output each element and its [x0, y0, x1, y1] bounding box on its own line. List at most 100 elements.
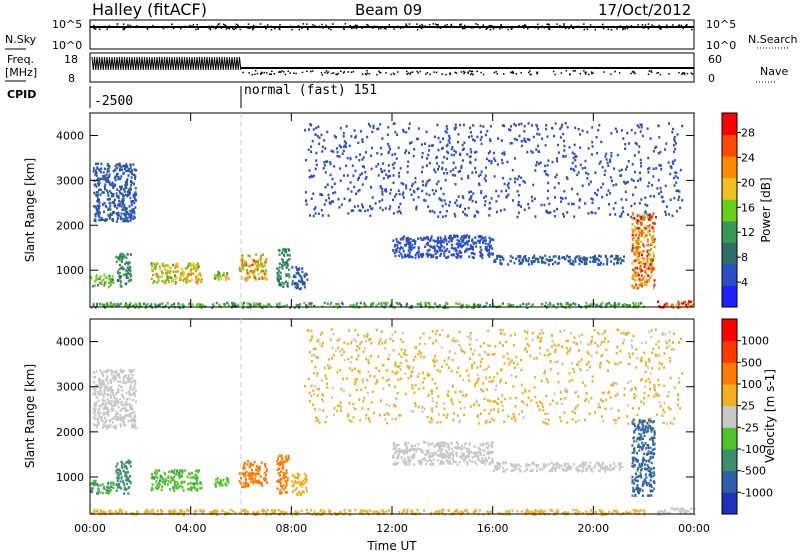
echo-cell	[413, 198, 415, 201]
echo-cell	[436, 124, 438, 127]
echo-cell	[624, 182, 626, 185]
echo-cell	[646, 261, 648, 264]
echo-cell	[118, 214, 120, 217]
echo-cell	[469, 443, 471, 446]
nave-point	[390, 74, 392, 76]
echo-cell	[567, 126, 569, 129]
echo-cell	[109, 420, 111, 423]
nave-point	[289, 72, 291, 74]
echo-cell	[120, 386, 122, 389]
echo-cell	[613, 263, 615, 266]
echo-cell	[373, 125, 375, 128]
echo-cell	[628, 160, 630, 163]
echo-cell	[308, 149, 310, 152]
echo-cell	[254, 277, 256, 280]
echo-cell	[110, 397, 112, 400]
nsky-point	[499, 28, 501, 30]
echo-cell	[575, 165, 577, 168]
echo-cell	[640, 261, 642, 264]
echo-cell	[435, 257, 437, 260]
echo-cell	[668, 122, 670, 125]
echo-cell	[653, 285, 655, 288]
echo-cell	[164, 473, 166, 476]
echo-cell	[93, 393, 95, 396]
echo-cell	[105, 386, 107, 389]
echo-cell	[437, 237, 439, 240]
echo-cell	[581, 470, 583, 473]
echo-cell	[653, 255, 655, 258]
echo-cell	[664, 211, 666, 214]
echo-cell	[655, 167, 657, 170]
echo-cell	[265, 261, 267, 264]
echo-cell	[468, 448, 470, 451]
echo-cell	[120, 281, 122, 284]
echo-cell	[280, 471, 282, 474]
echo-cell	[531, 196, 533, 199]
echo-cell	[100, 491, 102, 494]
echo-cell	[632, 231, 634, 234]
echo-cell	[520, 262, 522, 265]
echo-cell	[588, 467, 590, 470]
echo-cell	[280, 463, 282, 466]
echo-cell	[399, 451, 401, 454]
echo-cell	[405, 131, 407, 134]
echo-cell	[174, 469, 176, 472]
nave-point	[684, 74, 686, 76]
echo-cell	[606, 258, 608, 261]
nsky-point	[210, 29, 212, 31]
echo-cell	[247, 483, 249, 486]
echo-cell	[192, 303, 194, 306]
echo-cell	[641, 270, 643, 273]
echo-cell	[106, 303, 108, 306]
echo-cell	[125, 407, 127, 410]
nave-point	[649, 70, 651, 72]
echo-cell	[524, 181, 526, 184]
echo-cell	[571, 203, 573, 206]
echo-cell	[156, 477, 158, 480]
echo-cell	[261, 484, 263, 487]
echo-cell	[362, 165, 364, 168]
echo-cell	[249, 276, 251, 279]
echo-cell	[92, 487, 94, 490]
nsky-point	[279, 28, 281, 30]
echo-cell	[504, 208, 506, 211]
echo-cell	[434, 445, 436, 448]
echo-cell	[502, 124, 504, 127]
echo-cell	[132, 399, 134, 402]
echo-cell	[120, 188, 122, 191]
echo-cell	[310, 151, 312, 154]
echo-cell	[127, 277, 129, 280]
echo-cell	[650, 479, 652, 482]
echo-cell	[429, 240, 431, 243]
echo-cell	[127, 478, 129, 481]
echo-cell	[119, 268, 121, 271]
echo-cell	[452, 237, 454, 240]
echo-cell	[439, 141, 441, 144]
echo-cell	[180, 475, 182, 478]
echo-cell	[96, 166, 98, 169]
echo-cell	[485, 134, 487, 137]
echo-cell	[633, 252, 635, 255]
echo-cell	[642, 489, 644, 492]
echo-cell	[475, 242, 477, 245]
nsky-point	[117, 23, 119, 25]
nsky-point	[351, 28, 353, 30]
echo-cell	[303, 282, 305, 285]
echo-cell	[130, 279, 132, 282]
echo-cell	[134, 206, 136, 209]
echo-cell	[615, 202, 617, 205]
echo-cell	[123, 407, 125, 410]
nave-point	[450, 73, 452, 75]
echo-cell	[653, 195, 655, 198]
echo-cell	[332, 200, 334, 203]
echo-cell	[305, 191, 307, 194]
echo-cell	[263, 477, 265, 480]
echo-cell	[309, 123, 311, 126]
echo-cell	[639, 202, 641, 205]
echo-cell	[674, 148, 676, 151]
echo-cell	[364, 171, 366, 174]
echo-cell	[566, 469, 568, 472]
echo-cell	[116, 192, 118, 195]
echo-cell	[495, 261, 497, 264]
echo-cell	[393, 123, 395, 126]
